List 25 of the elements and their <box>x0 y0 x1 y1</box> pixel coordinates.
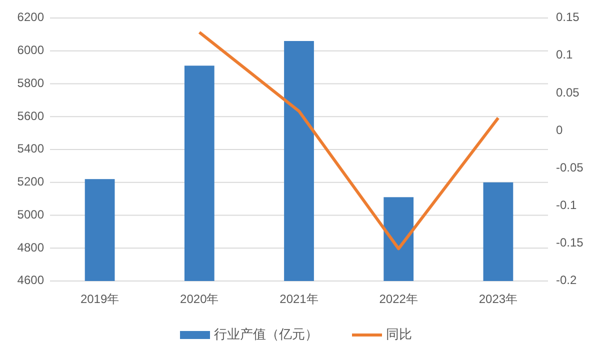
x-tick-label: 2019年 <box>80 292 120 306</box>
legend-label: 行业产值（亿元） <box>214 326 318 342</box>
y2-tick-label: -0.05 <box>556 160 584 174</box>
y2-tick-label: -0.15 <box>556 236 584 250</box>
y2-tick-label: 0 <box>556 122 563 137</box>
line-series <box>198 30 500 250</box>
legend-label: 同比 <box>386 326 412 342</box>
y-tick-label: 5000 <box>17 207 44 222</box>
x-tick-label: 2021年 <box>280 292 318 306</box>
y-tick-label: 4600 <box>17 273 44 288</box>
y-tick-label: 4800 <box>17 240 44 254</box>
y-tick-label: 6000 <box>17 43 44 58</box>
y2-tick-label: -0.2 <box>556 273 578 288</box>
y-tick-label: 5800 <box>17 76 44 90</box>
y-tick-label: 5200 <box>17 174 44 189</box>
y2-tick-label: -0.1 <box>556 198 578 212</box>
x-tick-label: 2022年 <box>379 292 418 306</box>
y2-tick-label: 0.1 <box>556 48 574 62</box>
x-tick-label: 2020年 <box>180 292 219 306</box>
y-tick-label: 6200 <box>17 10 44 24</box>
y2-tick-label: 0.05 <box>556 85 580 100</box>
y-tick-label: 5600 <box>17 108 44 123</box>
y-tick-label: 5400 <box>17 142 44 156</box>
x-tick-label: 2023年 <box>478 292 518 306</box>
y2-tick-label: 0.15 <box>556 10 580 24</box>
